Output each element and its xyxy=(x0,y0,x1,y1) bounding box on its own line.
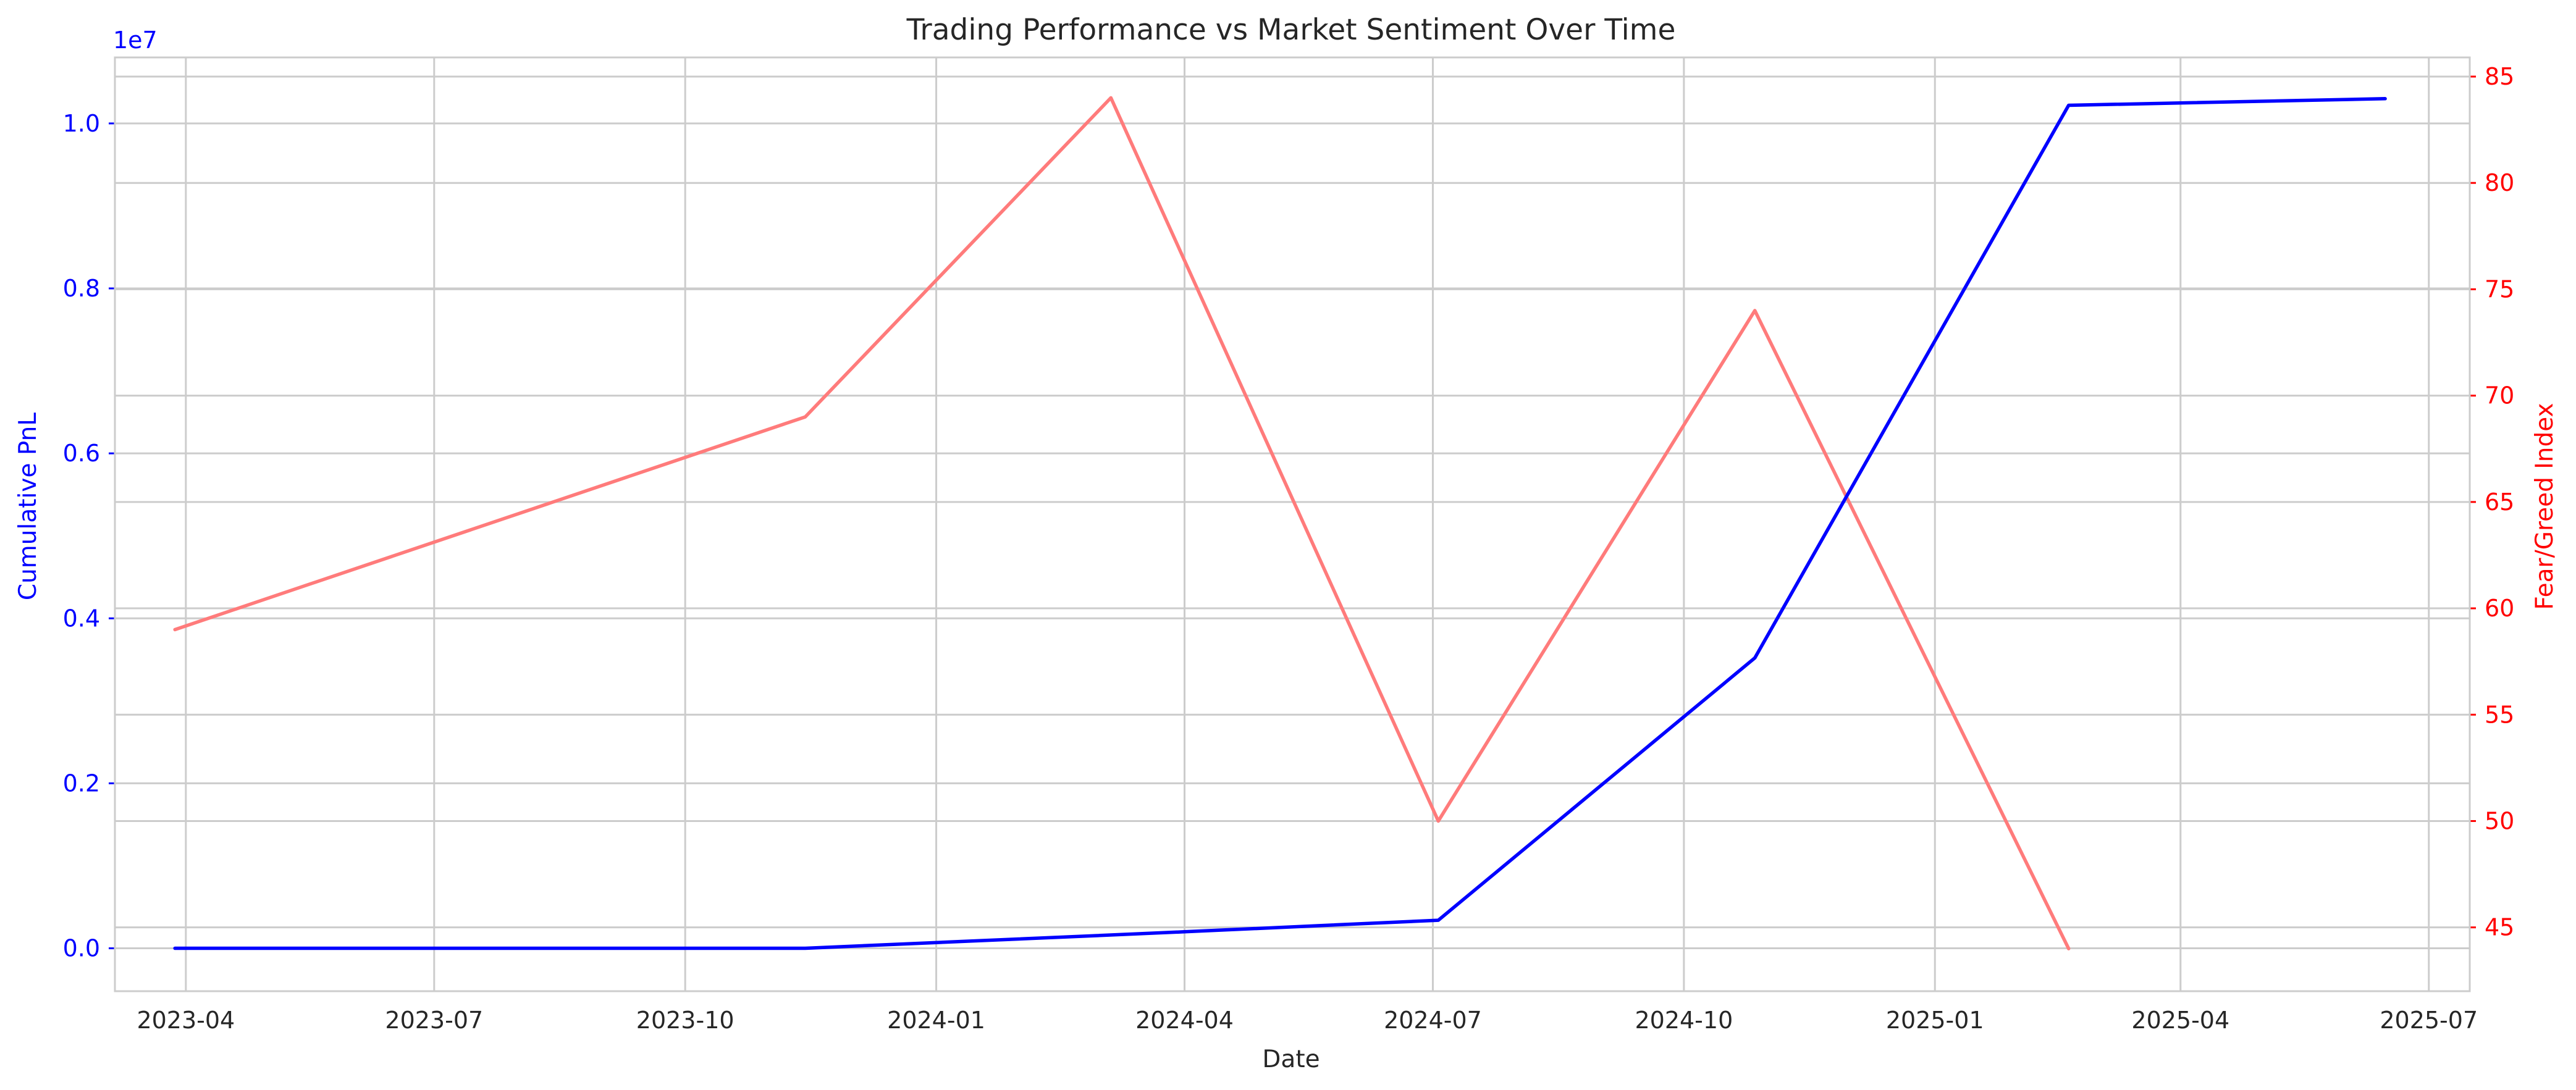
x-tick-label: 2025-07 xyxy=(2380,1007,2478,1034)
x-tick-label: 2023-04 xyxy=(137,1007,235,1034)
plot-frame xyxy=(114,56,2471,992)
right-y-tick-label: 65 xyxy=(2485,488,2514,516)
x-tick-label: 2024-07 xyxy=(1384,1007,1482,1034)
x-axis-title: Date xyxy=(1262,1046,1320,1073)
left-y-tick-label: 0.0 xyxy=(63,935,100,962)
right-y-tick-label: 85 xyxy=(2485,63,2514,90)
x-tick-label: 2024-01 xyxy=(887,1007,985,1034)
left-y-tick-label: 0.2 xyxy=(63,769,100,797)
right-y-tick-label: 75 xyxy=(2485,275,2514,303)
series-layer xyxy=(173,96,2387,950)
x-tick-label: 2024-04 xyxy=(1135,1007,1234,1034)
left-axis-multiplier: 1e7 xyxy=(113,27,158,54)
left-y-tick-label: 1.0 xyxy=(63,110,100,137)
fear-greed-line xyxy=(173,96,2071,950)
right-y-tick-label: 45 xyxy=(2485,914,2514,941)
x-tick-label: 2023-07 xyxy=(385,1007,483,1034)
right-y-tick-label: 50 xyxy=(2485,807,2514,834)
right-y-tick-label: 70 xyxy=(2485,382,2514,409)
x-tick-label: 2023-10 xyxy=(636,1007,734,1034)
right-y-tick-label: 60 xyxy=(2485,595,2514,622)
chart-title: Trading Performance vs Market Sentiment … xyxy=(906,13,1676,47)
left-axis-title: Cumulative PnL xyxy=(14,413,42,601)
right-axis-title: Fear/Greed Index xyxy=(2531,403,2559,610)
right-y-tick-label: 55 xyxy=(2485,701,2514,728)
x-tick-label: 2025-01 xyxy=(1886,1007,1984,1034)
x-tick-label: 2025-04 xyxy=(2131,1007,2229,1034)
grid-layer xyxy=(115,57,2470,991)
pnl-line xyxy=(173,97,2387,950)
left-y-tick-label: 0.8 xyxy=(63,275,100,302)
left-y-tick-label: 0.4 xyxy=(63,605,100,632)
axis-layer: 2023-04 2023-07 2023-10 2024-01 2024-04 2024-… xyxy=(63,56,2514,1034)
left-y-tick-label: 0.6 xyxy=(63,440,100,467)
right-y-tick-label: 80 xyxy=(2485,169,2514,196)
x-tick-label: 2024-10 xyxy=(1635,1007,1733,1034)
